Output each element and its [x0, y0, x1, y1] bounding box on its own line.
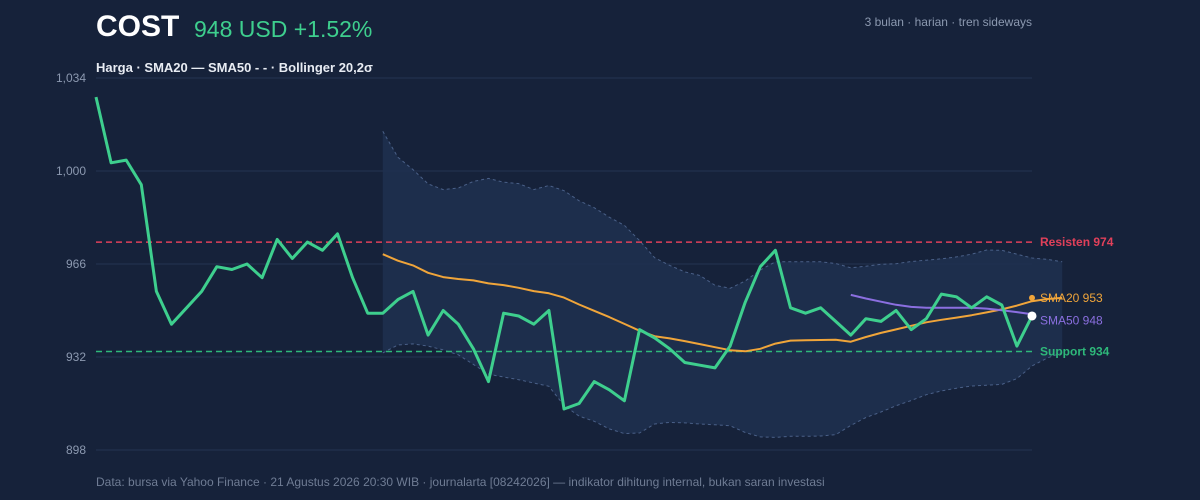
sma50-line: [850, 293, 1033, 316]
bollinger-band: [382, 131, 1063, 438]
sma20-end-dot: [1029, 294, 1035, 301]
bollinger-lower-line: [382, 343, 1063, 438]
resistance-label: Resisten 974: [1040, 235, 1114, 249]
chart-context: 3 bulan · harian · tren sideways: [864, 15, 1032, 29]
ticker-symbol: COST: [96, 10, 180, 43]
series-lines: [94, 96, 1063, 411]
price-end-dot: [1027, 311, 1037, 321]
bollinger-fill: [382, 131, 1063, 438]
y-axis-ticks: 898 932 966 1,000 1,034: [56, 71, 86, 457]
sma20-end-label: SMA20 953: [1040, 291, 1103, 305]
support-label: Support 934: [1040, 345, 1110, 359]
chart-legend: Harga · SMA20 — SMA50 - - · Bollinger 20…: [96, 60, 373, 75]
price-change: 948 USD +1.52%: [194, 16, 373, 42]
sma50-end-label: SMA50 948: [1040, 313, 1103, 327]
y-tick-label: 966: [66, 257, 86, 271]
level-lines: Resisten 974 Support 934: [96, 235, 1114, 359]
y-tick-label: 932: [66, 350, 86, 364]
sma20-line: [382, 253, 1063, 353]
end-labels: SMA20 953 SMA50 948: [1027, 291, 1103, 327]
price-line: [94, 96, 1034, 411]
footer-source: Data: bursa via Yahoo Finance · 21 Agust…: [96, 475, 825, 489]
y-tick-label: 1,034: [56, 71, 86, 85]
y-tick-label: 898: [66, 443, 86, 457]
y-tick-label: 1,000: [56, 164, 86, 178]
